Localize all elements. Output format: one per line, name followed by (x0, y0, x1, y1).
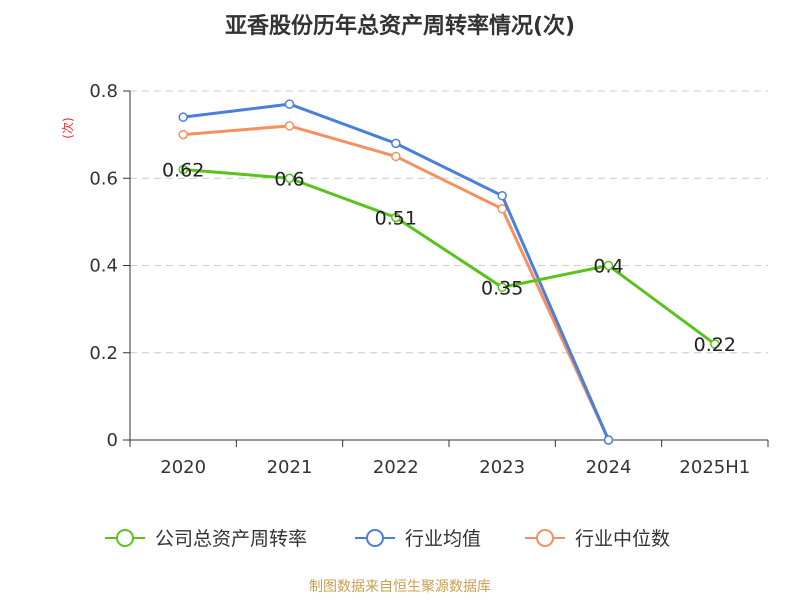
data-label: 0.22 (694, 334, 736, 356)
data-point (497, 282, 507, 293)
chart-title: 亚香股份历年总资产周转率情况(次) (225, 13, 575, 39)
y-axis-label: (次) (61, 117, 75, 138)
data-point (391, 151, 401, 162)
y-tick-label: 0.8 (89, 81, 118, 102)
data-labels: 0.62 0.6 0.51 0.35 0.4 0.22 (162, 160, 736, 357)
data-label: 0.62 (162, 160, 204, 182)
legend-swatch-marker (366, 529, 384, 547)
series-line-0 (183, 168, 716, 346)
x-tick-label: 2021 (267, 457, 313, 478)
data-label: 0.35 (481, 277, 523, 299)
data-label: 0.6 (274, 168, 304, 190)
data-point (284, 99, 295, 109)
data-point (391, 138, 401, 149)
legend-item: 行业中位数 (525, 528, 670, 550)
y-tick-label: 0.6 (89, 168, 118, 189)
series-line-2 (183, 124, 610, 441)
data-point (603, 260, 614, 271)
legend-item: 行业均值 (355, 528, 481, 550)
x-tick-label: 2024 (586, 457, 632, 478)
data-point (497, 204, 507, 214)
y-tick-label: 0 (107, 430, 118, 451)
data-point (178, 164, 188, 175)
legend-label: 行业中位数 (575, 528, 670, 550)
data-point (710, 339, 720, 349)
data-label: 0.4 (593, 256, 623, 278)
legend-label: 公司总资产周转率 (155, 528, 307, 550)
legend-swatch-marker (116, 529, 134, 547)
data-point (178, 129, 188, 140)
axes: 0 0.2 0.4 0.6 0.8 2020 2021 2022 2023 2024 2025H1 (89, 81, 769, 478)
data-point (391, 212, 401, 223)
data-point (284, 121, 295, 131)
data-point (178, 112, 188, 122)
data-point (603, 435, 614, 445)
x-tick-label: 2022 (373, 457, 419, 478)
legend-item: 公司总资产周转率 (105, 528, 307, 550)
data-label: 0.51 (375, 208, 417, 230)
series-layer (178, 99, 720, 445)
data-point (284, 173, 295, 183)
x-tick-label: 2020 (160, 457, 206, 478)
y-tick-label: 0.2 (89, 343, 118, 364)
legend-label: 行业均值 (405, 528, 481, 550)
legend: 公司总资产周转率 行业均值 行业中位数 (105, 528, 670, 550)
x-tick-label: 2023 (479, 457, 525, 478)
x-tick-label: 2025H1 (679, 457, 750, 478)
y-tick-label: 0.4 (89, 256, 118, 277)
source-note: 制图数据来自恒生聚源数据库 (309, 579, 491, 595)
legend-swatch-marker (536, 529, 554, 547)
grid (130, 90, 768, 354)
data-point (497, 190, 507, 201)
